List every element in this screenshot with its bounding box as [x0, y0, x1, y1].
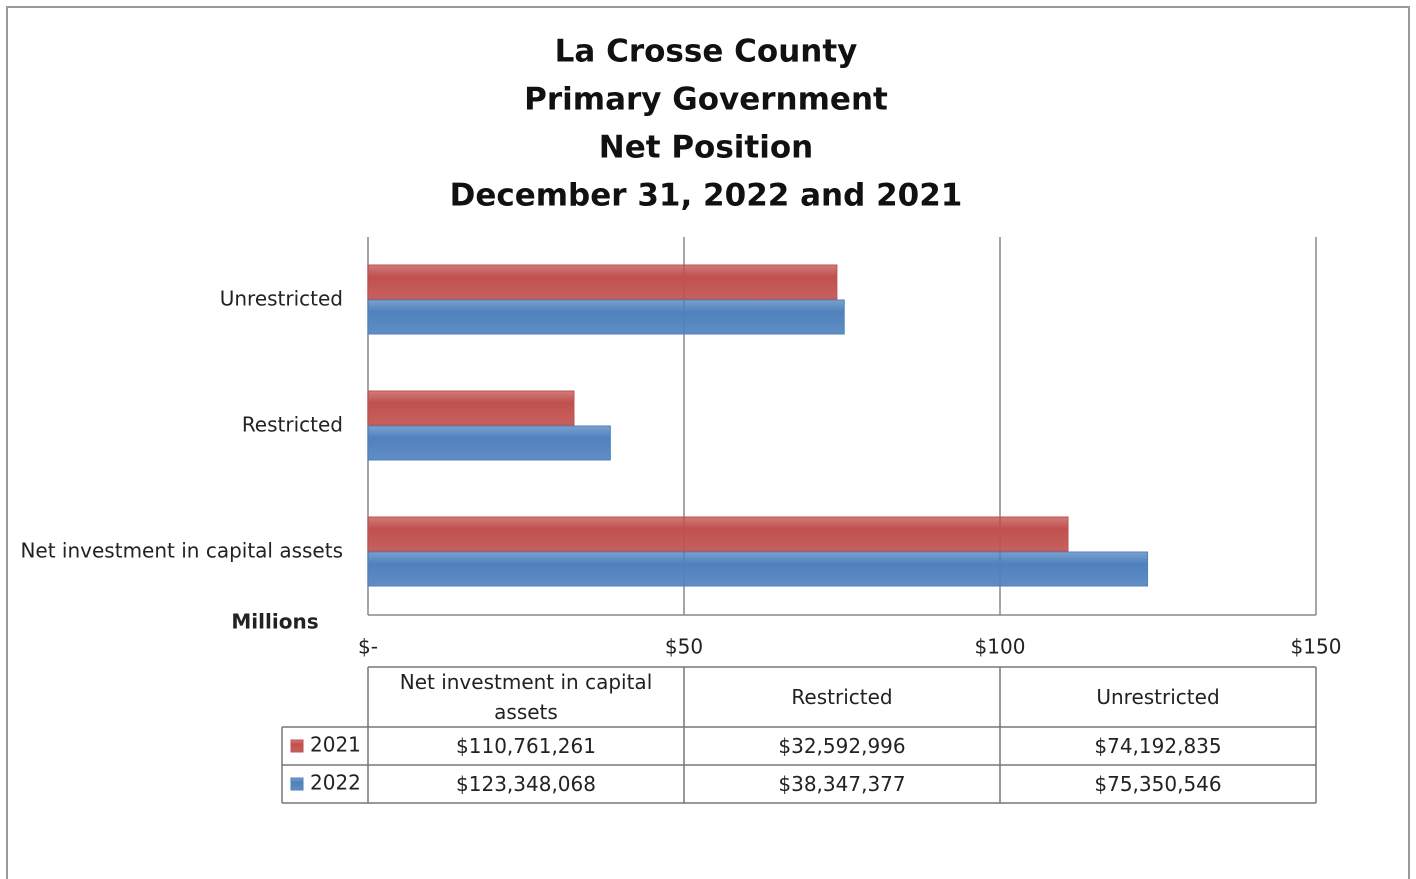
- chart-border: [6, 6, 1410, 879]
- chart-title: December 31, 2022 and 2021: [450, 178, 963, 214]
- table-header: Unrestricted: [1096, 685, 1220, 709]
- table-value: $75,350,546: [1094, 772, 1222, 796]
- x-tick-label: $100: [975, 635, 1026, 659]
- table-cell: $123,348,068: [456, 772, 596, 796]
- legend-swatch: [290, 777, 304, 791]
- bar: [367, 516, 1069, 552]
- x-tick-label: $-: [358, 635, 378, 659]
- legend-label: 2022: [310, 771, 361, 795]
- table-cell: $32,592,996: [778, 734, 906, 758]
- table-value: $110,761,261: [456, 734, 596, 758]
- legend-swatch: [290, 739, 304, 753]
- x-tick-label: $150: [1291, 635, 1342, 659]
- table-cell: $74,192,835: [1094, 734, 1222, 758]
- table-cell: Unrestricted: [1096, 685, 1220, 709]
- x-tick-label: $50: [665, 635, 703, 659]
- table-cell: $110,761,261: [456, 734, 596, 758]
- table-cell: $38,347,377: [778, 772, 906, 796]
- table-value: $32,592,996: [778, 734, 906, 758]
- bar: [367, 390, 575, 426]
- chart-title: Net Position: [599, 130, 814, 166]
- table-value: $123,348,068: [456, 772, 596, 796]
- table-value: $74,192,835: [1094, 734, 1222, 758]
- table-value: $38,347,377: [778, 772, 906, 796]
- y-tick-label: Unrestricted: [220, 287, 343, 311]
- x-axis-label: Millions: [231, 610, 318, 634]
- y-tick-label: Restricted: [242, 413, 343, 437]
- bar: [367, 425, 611, 461]
- chart-title: La Crosse County: [555, 34, 858, 70]
- bar: [367, 264, 838, 300]
- table-cell: Restricted: [791, 685, 893, 709]
- table-cell: $75,350,546: [1094, 772, 1222, 796]
- table-cell: Net investment in capital assets: [399, 670, 653, 724]
- bar: [367, 299, 845, 335]
- legend-label: 2021: [310, 733, 361, 757]
- table-header: Restricted: [791, 685, 893, 709]
- chart-title: Primary Government: [524, 82, 888, 118]
- bar: [367, 551, 1149, 587]
- y-tick-label: Net investment in capital assets: [20, 539, 343, 563]
- table-header: Net investment in capital assets: [399, 670, 653, 724]
